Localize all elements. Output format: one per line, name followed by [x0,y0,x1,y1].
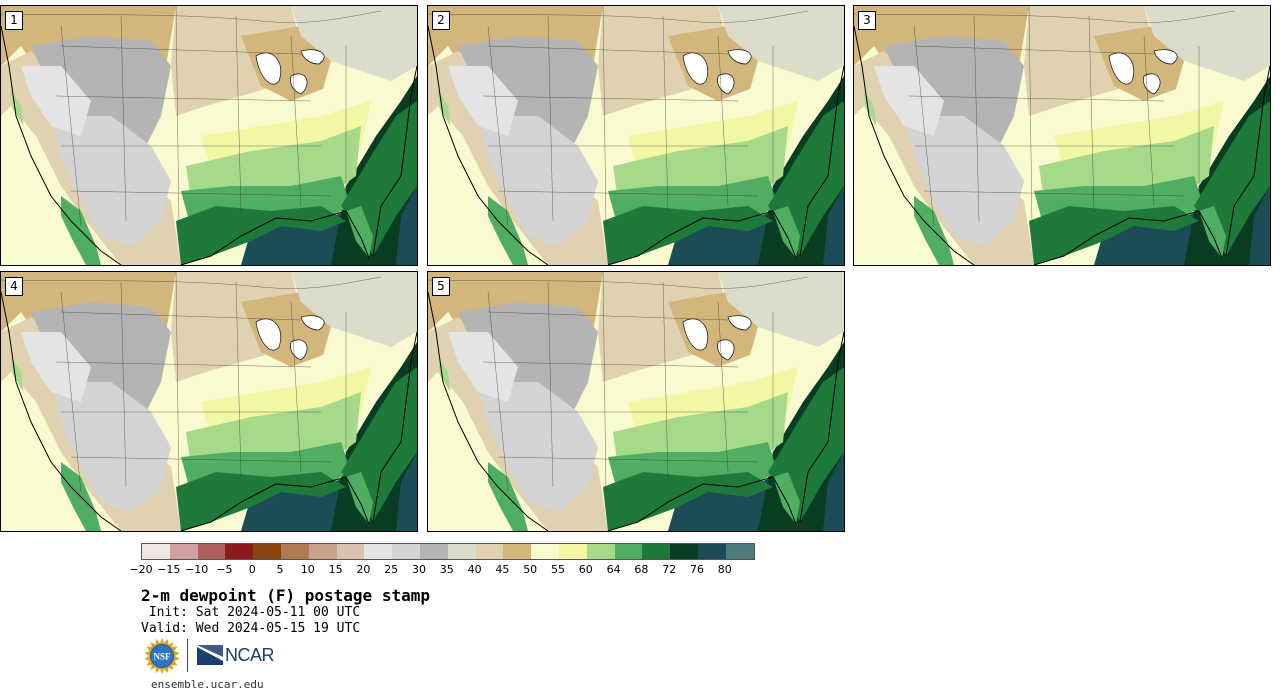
plot-title: 2-m dewpoint (F) postage stamp [141,586,430,605]
colorbar-cell [447,544,476,559]
colorbar-cell [642,544,671,559]
logo-divider [187,639,188,672]
colorbar-cell [419,544,448,559]
colorbar-tick-label: 76 [690,563,704,576]
colorbar-cell [308,544,337,559]
colorbar-cell [336,544,365,559]
map-panel-1[interactable]: 1 [0,5,418,266]
colorbar-tick-label: 45 [495,563,510,576]
colorbar-tick-label: −5 [216,563,233,576]
colorbar [141,543,755,560]
colorbar-cell [531,544,559,559]
nsf-logo[interactable]: NSF [144,638,180,674]
panel-number-label: 1 [5,11,23,30]
colorbar-tick-label: 0 [248,563,256,576]
website-link[interactable]: ensemble.ucar.edu [151,678,264,691]
panel-number-label: 2 [432,11,450,30]
colorbar-cell [503,544,532,559]
colorbar-tick-label: 64 [606,563,621,576]
colorbar-cell [558,544,587,559]
colorbar-tick-label: 55 [551,563,565,576]
colorbar-ticks: −20 −15 −10 −5 0 5 10 15 20 25 30 35 40 45 50 55 60 64 68 7… [129,563,756,577]
dewpoint-map [428,6,844,265]
colorbar-tick-label: 20 [356,563,371,576]
ncar-logo[interactable]: NCAR [197,644,275,666]
colorbar-cell [586,544,615,559]
colorbar-cell [280,544,309,559]
colorbar-tick-label: 80 [717,563,732,576]
map-panel-3[interactable]: 3 [853,5,1271,266]
colorbar-cell [614,544,643,559]
colorbar-cell [697,544,726,559]
colorbar-tick-label: −15 [157,563,181,576]
colorbar-tick-label: 50 [523,563,538,576]
map-panel-2[interactable]: 2 [427,5,845,266]
colorbar-cell [225,544,254,559]
dewpoint-map [428,272,844,531]
dewpoint-map [1,272,417,531]
colorbar-tick-label: 30 [412,563,426,576]
colorbar-tick-label: 72 [662,563,677,576]
colorbar-tick-label: 60 [578,563,593,576]
colorbar-cell [392,544,420,559]
colorbar-cell [670,544,698,559]
colorbar-cell [169,544,198,559]
colorbar-tick-label: 15 [328,563,343,576]
colorbar-tick-label: 10 [300,563,315,576]
nsf-logo-text: NSF [153,652,171,662]
colorbar-cell [364,544,393,559]
panel-number-label: 4 [5,277,23,296]
colorbar-tick-label: −20 [129,563,153,576]
dewpoint-map [854,6,1270,265]
colorbar-tick-label: 68 [634,563,649,576]
valid-time: Valid: Wed 2024-05-15 19 UTC [141,621,361,636]
colorbar-tick-label: −10 [184,563,209,576]
map-panel-5[interactable]: 5 [427,271,845,532]
init-time: Init: Sat 2024-05-11 00 UTC [141,605,361,620]
colorbar-cell [197,544,226,559]
panel-number-label: 3 [858,11,876,30]
panel-number-label: 5 [432,277,450,296]
map-panel-4[interactable]: 4 [0,271,418,532]
colorbar-cell [142,544,170,559]
colorbar-cell [725,544,754,559]
ncar-logo-text: NCAR [225,644,275,665]
colorbar-tick-label: 5 [276,563,284,576]
colorbar-cell [475,544,504,559]
colorbar-tick-label: 25 [384,563,399,576]
dewpoint-map [1,6,417,265]
colorbar-tick-label: 40 [467,563,482,576]
ncar-mark-icon [197,645,223,665]
colorbar-tick-label: 35 [439,563,454,576]
colorbar-cell [253,544,281,559]
